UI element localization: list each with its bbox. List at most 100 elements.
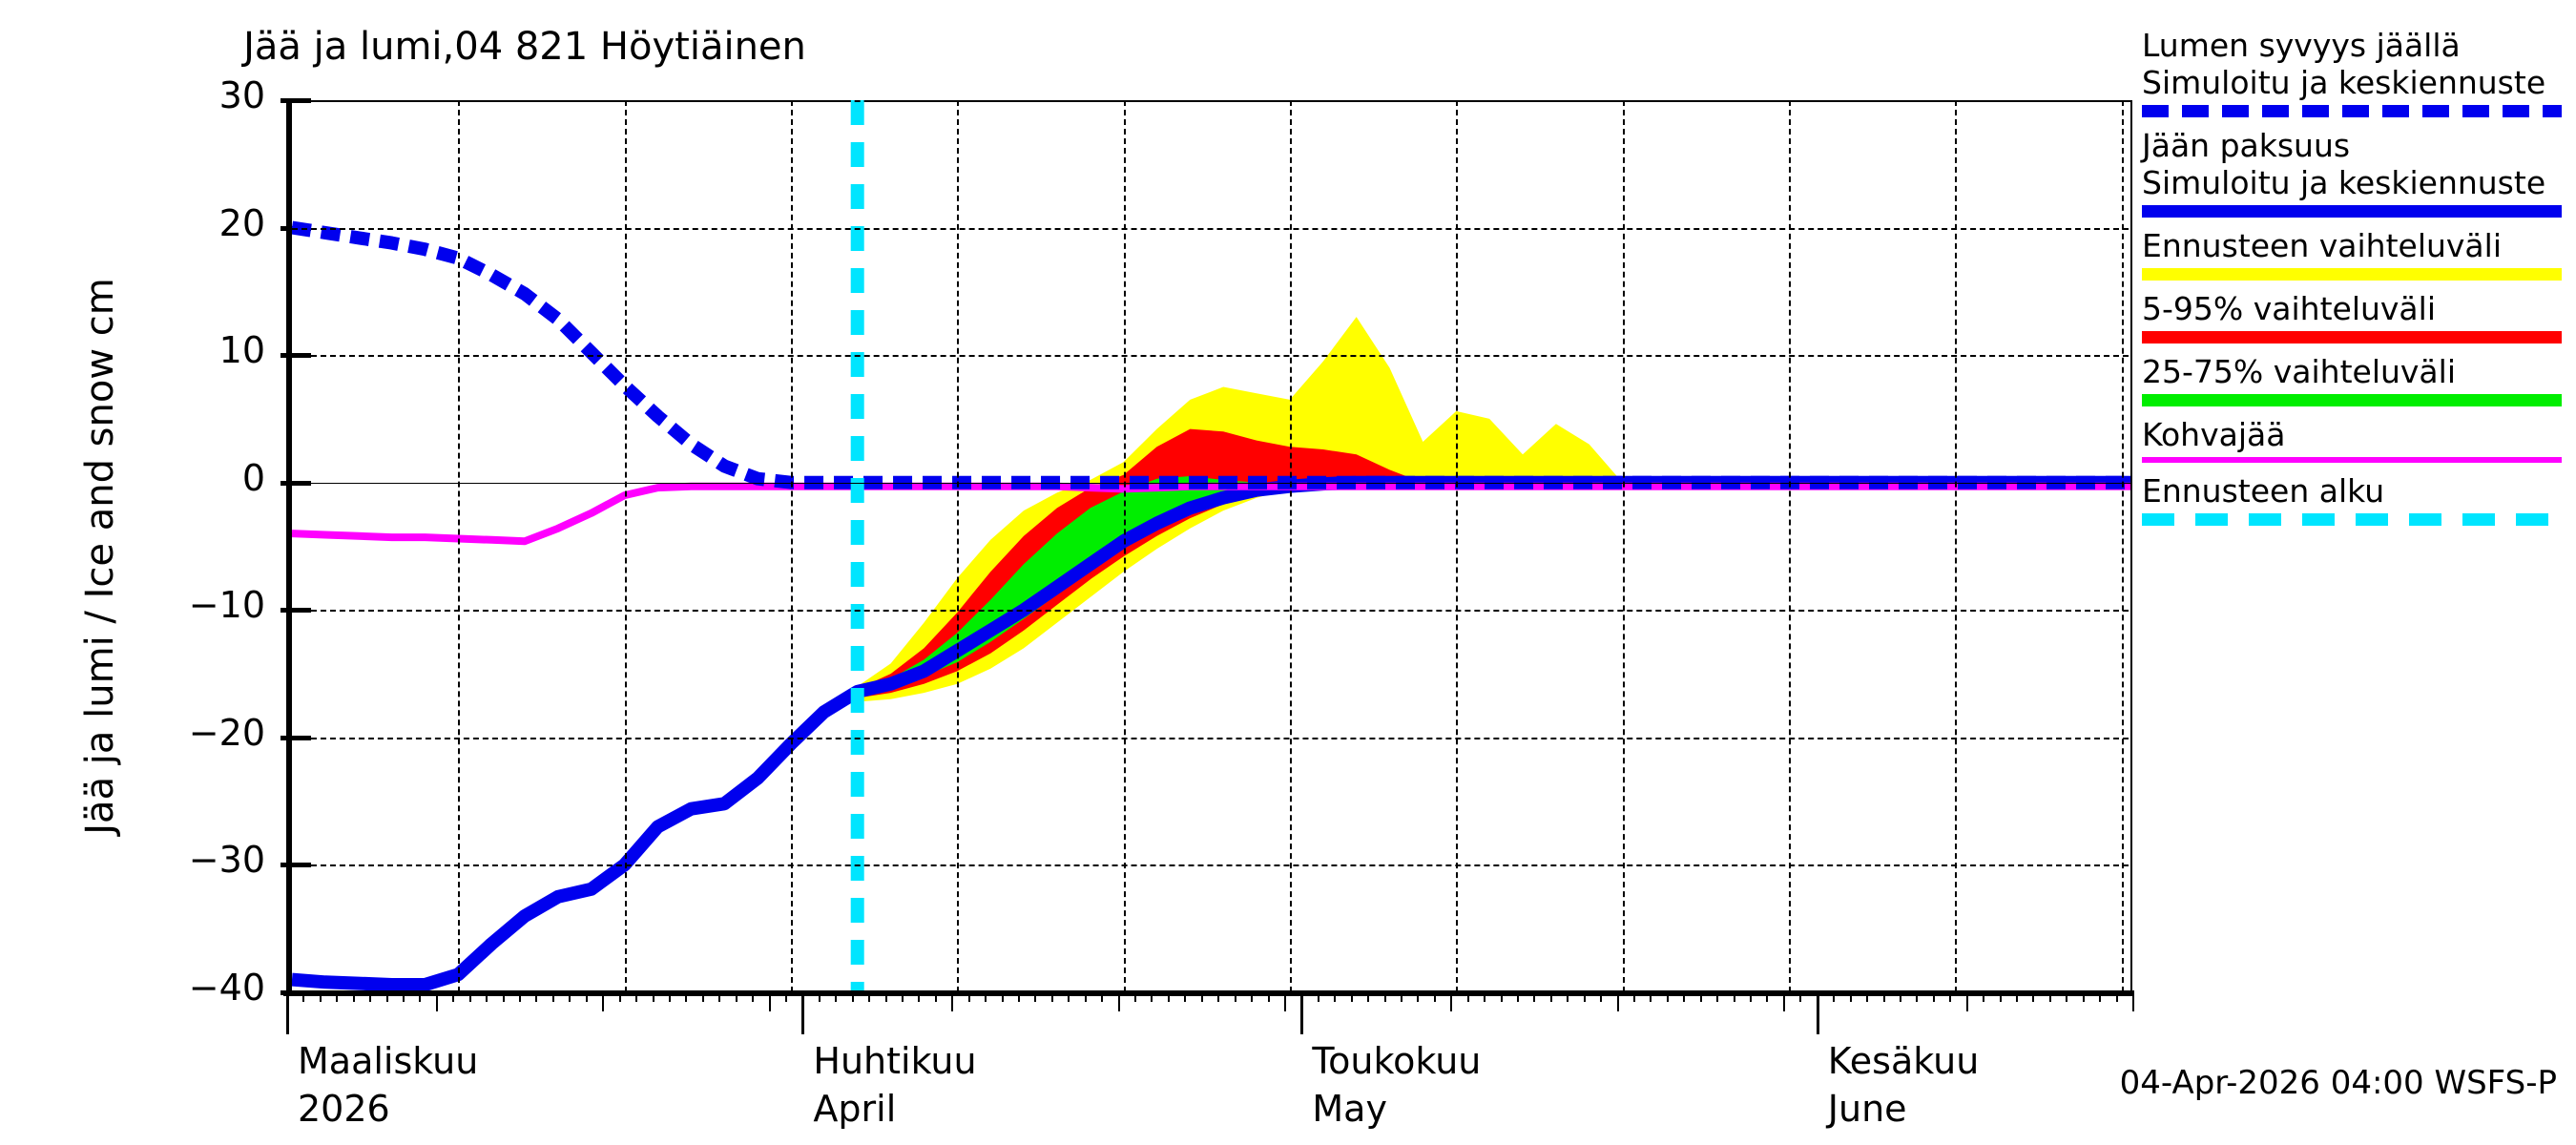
legend-entry-title: Jään paksuus [2142, 127, 2351, 164]
y-tick-label: −40 [188, 967, 265, 1009]
legend-entry: Kohvajää [2142, 416, 2571, 463]
legend-entry: Lumen syvyys jäällä Simuloitu ja keskienn… [2142, 27, 2571, 117]
x-tick-day [1433, 990, 1436, 1002]
x-tick-day [735, 990, 737, 1002]
x-tick-minor [1616, 990, 1619, 1011]
y-tick-label: 0 [241, 456, 265, 499]
x-tick-minor [602, 990, 605, 1011]
x-tick-day [452, 990, 455, 1002]
x-tick-day [1001, 990, 1004, 1002]
x-label-month-fi: Huhtikuu [813, 1040, 977, 1082]
footer-timestamp: 04-Apr-2026 04:00 WSFS-P [2119, 1064, 2557, 1102]
x-tick-day [1699, 990, 1702, 1002]
gridline-v [624, 100, 627, 992]
legend-swatch [2142, 205, 2562, 218]
x-tick-day [1733, 990, 1735, 1002]
x-tick-day [468, 990, 471, 1002]
page-title: Jää ja lumi,04 821 Höytiäinen [243, 25, 806, 69]
gridline-h [292, 864, 2130, 867]
x-tick-minor [1965, 990, 1968, 1011]
y-tick-label: −20 [188, 711, 265, 754]
gridline-v [1123, 100, 1126, 992]
x-tick-minor [2132, 990, 2134, 1011]
x-tick-day [1683, 990, 1686, 1002]
x-tick-day [1916, 990, 1919, 1002]
x-tick-day [1983, 990, 1985, 1002]
x-tick-day [1633, 990, 1636, 1002]
x-tick-month [1300, 990, 1304, 1034]
gridline-h [292, 482, 2130, 484]
legend-swatch [2142, 394, 2562, 406]
gridline-h [292, 227, 2130, 230]
x-tick-day [1899, 990, 1901, 1002]
legend-swatch [2142, 268, 2562, 281]
gridline-v [1622, 100, 1625, 992]
x-tick-day [1383, 990, 1386, 1002]
legend-entry-subtitle: Simuloitu ja keskiennuste [2142, 164, 2546, 201]
legend-swatch [2142, 105, 2562, 117]
x-label-month-en: May [1312, 1088, 1387, 1130]
x-tick-day [835, 990, 838, 1002]
x-tick-day [1750, 990, 1753, 1002]
x-tick-day [585, 990, 588, 1002]
legend-entry-title: Ennusteen vaihteluväli [2142, 227, 2502, 264]
series-line-ice-thickness [292, 475, 2130, 991]
x-tick-day [1034, 990, 1037, 1002]
x-tick-day [1251, 990, 1254, 1002]
x-tick-day [1500, 990, 1503, 1002]
x-tick-day [369, 990, 372, 1002]
x-tick-day [403, 990, 405, 1002]
gridline-h [292, 355, 2130, 358]
x-tick-day [652, 990, 654, 1002]
gridline-v [790, 100, 793, 992]
y-tick-label: −30 [188, 839, 265, 882]
x-tick-day [1583, 990, 1586, 1002]
gridline-v [1955, 100, 1958, 992]
x-tick-day [1833, 990, 1836, 1002]
y-tick-label: 10 [218, 329, 265, 372]
gridline-v [458, 100, 461, 992]
y-tick-label: 30 [218, 74, 265, 116]
chart-canvas [292, 100, 2130, 992]
x-tick-day [1234, 990, 1236, 1002]
band-ennusteen-vaihteluv-li [857, 317, 2130, 702]
x-tick-day [419, 990, 422, 1002]
x-tick-day [1334, 990, 1337, 1002]
legend-entry: Ennusteen alku [2142, 472, 2571, 526]
x-tick-day [336, 990, 339, 1002]
x-tick-day [1134, 990, 1137, 1002]
x-tick-day [1217, 990, 1220, 1002]
x-tick-minor [1782, 990, 1785, 1011]
x-tick-day [1167, 990, 1170, 1002]
x-tick-day [718, 990, 721, 1002]
x-tick-day [1882, 990, 1885, 1002]
legend-swatch [2142, 457, 2562, 463]
x-tick-day [618, 990, 621, 1002]
gridline-v [1289, 100, 1292, 992]
series-line-kohvajaa [292, 482, 2130, 546]
plot-bottom-axis [283, 990, 2134, 996]
x-tick-minor [951, 990, 954, 1011]
x-tick-day [1484, 990, 1486, 1002]
x-tick-day [2099, 990, 2102, 1002]
gridline-h [292, 737, 2130, 739]
legend-entry: Jään paksuus Simuloitu ja keskiennuste [2142, 127, 2571, 218]
legend-entry: 5-95% vaihteluväli [2142, 290, 2571, 344]
x-tick-day [1018, 990, 1021, 1002]
x-tick-day [2082, 990, 2085, 1002]
x-tick-day [1949, 990, 1952, 1002]
x-tick-day [1650, 990, 1652, 1002]
x-tick-day [319, 990, 322, 1002]
legend-swatch [2142, 331, 2562, 344]
x-tick-day [1417, 990, 1420, 1002]
x-tick-day [1050, 990, 1053, 1002]
x-tick-minor [1450, 990, 1453, 1011]
x-tick-month [801, 990, 805, 1034]
x-tick-minor [1283, 990, 1286, 1011]
x-tick-day [1068, 990, 1070, 1002]
legend-entry-title: Ennusteen alku [2142, 472, 2385, 510]
x-label-month-en: June [1827, 1088, 1907, 1130]
x-tick-day [1200, 990, 1203, 1002]
x-label-month-fi: Toukokuu [1312, 1040, 1482, 1082]
